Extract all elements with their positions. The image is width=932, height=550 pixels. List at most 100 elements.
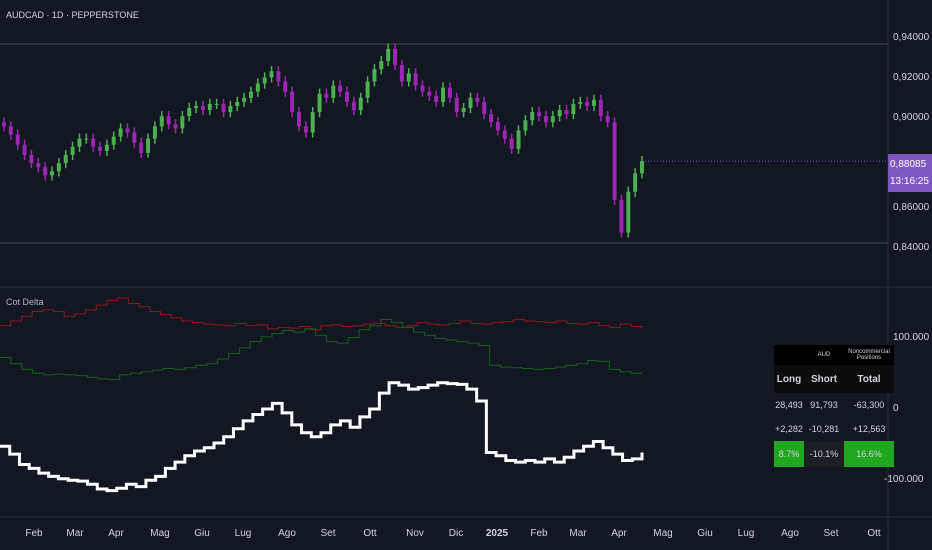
longs-line xyxy=(0,318,643,381)
price-body xyxy=(447,87,452,98)
price-body xyxy=(557,110,562,117)
price-axis-label: 0,86000 xyxy=(893,202,930,213)
price-body xyxy=(296,112,301,127)
price-body xyxy=(187,108,192,117)
price-body xyxy=(84,138,89,140)
net-delta-line xyxy=(0,381,644,493)
price-body xyxy=(194,105,199,108)
price-body xyxy=(22,144,27,155)
price-body xyxy=(564,110,569,115)
cot-cell: -63,300 xyxy=(853,400,885,410)
price-body xyxy=(626,191,631,233)
price-body xyxy=(173,124,178,129)
price-body xyxy=(276,71,281,82)
cot-table: AUD Noncommercial Positions Long Short T… xyxy=(774,345,894,467)
price-body xyxy=(242,97,247,102)
cot-pct-cell: 16.6% xyxy=(844,441,894,467)
time-axis-label: Mar xyxy=(569,528,587,539)
price-body xyxy=(200,105,205,111)
price-body xyxy=(550,116,555,123)
price-body xyxy=(605,116,610,123)
price-body xyxy=(310,112,315,133)
time-axis-label: Ott xyxy=(363,528,377,539)
cot-column-short: Short xyxy=(804,365,844,393)
price-axis-label: 0,90000 xyxy=(893,112,930,123)
price-body xyxy=(269,71,274,78)
cot-cell: +12,563 xyxy=(852,424,886,434)
time-axis-label: Lug xyxy=(737,528,755,539)
price-body xyxy=(365,81,370,98)
price-body xyxy=(441,87,446,102)
price-body xyxy=(159,116,164,127)
indicator-axis-label: 0 xyxy=(893,403,899,414)
price-axis-label: 0,84000 xyxy=(893,242,930,253)
shorts-line xyxy=(0,297,643,331)
price-body xyxy=(235,101,240,106)
price-body xyxy=(98,146,103,151)
price-body xyxy=(180,116,185,129)
price-body xyxy=(591,99,596,106)
time-axis-label: Apr xyxy=(611,528,627,539)
price-body xyxy=(111,136,116,145)
cot-column-long: Long xyxy=(774,365,804,393)
price-body xyxy=(372,69,377,82)
price-body xyxy=(612,122,617,200)
price-body xyxy=(221,103,226,113)
cot-header-cell xyxy=(774,345,804,365)
cot-pct-cell: 8.7% xyxy=(774,441,804,467)
time-axis-label-year: 2025 xyxy=(485,528,509,539)
time-axis-label: Mag xyxy=(150,528,170,539)
price-body xyxy=(502,130,507,139)
price-body xyxy=(56,163,61,172)
price-axis-label: 0,92000 xyxy=(893,72,930,83)
time-axis-label: Giu xyxy=(697,528,713,539)
price-body xyxy=(132,132,137,143)
price-body xyxy=(118,128,123,137)
price-body xyxy=(509,138,514,149)
indicator-axis-label: 100.000 xyxy=(893,332,930,343)
indicator-axis-label: -100.000 xyxy=(884,474,924,485)
price-axis-label: 0,94000 xyxy=(893,32,930,43)
current-price: 0,88085 xyxy=(890,159,927,170)
cot-cell: 91,793 xyxy=(810,400,838,410)
bar-countdown: 13:16:25 xyxy=(890,176,929,187)
price-body xyxy=(489,114,494,123)
price-body xyxy=(585,101,590,106)
indicator-name[interactable]: Cot Delta xyxy=(6,297,44,307)
price-body xyxy=(77,138,82,147)
price-body xyxy=(331,85,336,98)
price-body xyxy=(633,173,638,192)
symbol-title[interactable]: AUDCAD · 1D · PEPPERSTONE xyxy=(6,10,139,20)
price-body xyxy=(152,126,157,139)
price-body xyxy=(543,116,548,123)
price-body xyxy=(255,83,260,92)
time-axis-label: Set xyxy=(320,528,336,539)
price-body xyxy=(290,91,295,113)
price-body xyxy=(351,101,356,111)
price-body xyxy=(530,112,535,121)
price-body xyxy=(63,154,68,164)
price-body xyxy=(393,48,398,66)
price-body xyxy=(358,97,363,111)
price-body xyxy=(482,101,487,115)
price-body xyxy=(434,95,439,102)
price-body xyxy=(420,85,425,92)
price-body xyxy=(283,81,288,92)
price-body xyxy=(139,142,144,153)
price-body xyxy=(386,48,391,62)
cot-cell: +2,282 xyxy=(775,424,803,434)
time-axis-label: Nov xyxy=(406,528,424,539)
time-axis-label: Dic xyxy=(448,528,464,539)
time-axis-label: Mar xyxy=(66,528,84,539)
cot-cell: 28,493 xyxy=(775,400,803,410)
price-body xyxy=(36,163,41,168)
price-body xyxy=(214,103,219,105)
price-body xyxy=(598,99,603,117)
price-body xyxy=(516,130,521,149)
price-body xyxy=(495,122,500,131)
price-body xyxy=(640,161,644,174)
price-body xyxy=(228,105,233,113)
cot-pct-cell: -10.1% xyxy=(804,441,844,467)
price-body xyxy=(91,138,96,147)
